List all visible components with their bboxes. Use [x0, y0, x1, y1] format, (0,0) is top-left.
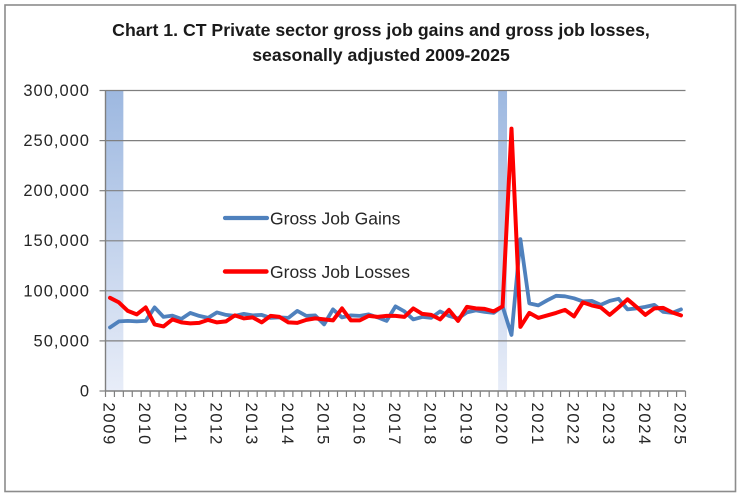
- svg-text:2021: 2021: [528, 403, 546, 447]
- svg-text:2020: 2020: [492, 403, 510, 447]
- svg-text:0: 0: [80, 383, 90, 401]
- svg-text:Gross Job Gains: Gross Job Gains: [270, 209, 401, 229]
- svg-text:150,000: 150,000: [23, 232, 90, 250]
- svg-text:2022: 2022: [564, 403, 582, 447]
- svg-text:250,000: 250,000: [23, 132, 90, 150]
- svg-text:2011: 2011: [171, 403, 189, 445]
- svg-text:100,000: 100,000: [23, 282, 90, 300]
- svg-text:2015: 2015: [314, 403, 332, 447]
- svg-text:50,000: 50,000: [34, 332, 90, 350]
- svg-text:2023: 2023: [599, 403, 617, 447]
- svg-text:2018: 2018: [421, 403, 439, 447]
- svg-text:200,000: 200,000: [23, 182, 90, 200]
- svg-text:300,000: 300,000: [23, 82, 90, 100]
- svg-text:2012: 2012: [207, 403, 225, 447]
- svg-text:2010: 2010: [135, 403, 153, 447]
- svg-text:2024: 2024: [635, 403, 653, 447]
- svg-text:2019: 2019: [456, 403, 474, 447]
- svg-text:Chart 1. CT Private sector gro: Chart 1. CT Private sector gross job gai…: [112, 20, 650, 40]
- svg-text:2014: 2014: [278, 403, 296, 447]
- svg-text:seasonally adjusted 2009-2025: seasonally adjusted 2009-2025: [252, 45, 510, 65]
- svg-text:2017: 2017: [385, 403, 403, 447]
- svg-text:Gross Job Losses: Gross Job Losses: [270, 262, 410, 282]
- svg-text:2016: 2016: [349, 403, 367, 447]
- svg-text:2013: 2013: [242, 403, 260, 447]
- svg-text:2009: 2009: [100, 403, 118, 447]
- svg-text:2025: 2025: [671, 403, 689, 447]
